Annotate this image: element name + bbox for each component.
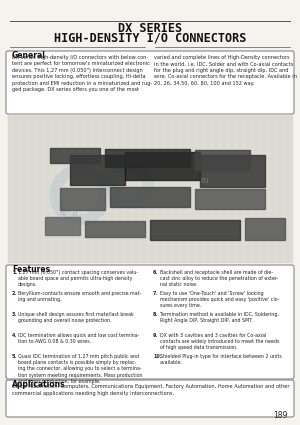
Bar <box>200 155 265 187</box>
Bar <box>70 155 125 185</box>
Text: 8.: 8. <box>153 312 158 317</box>
Text: 2.: 2. <box>12 291 17 296</box>
FancyBboxPatch shape <box>6 51 294 114</box>
Text: Office Automation, Computers, Communications Equipment, Factory Automation, Home: Office Automation, Computers, Communicat… <box>12 384 290 396</box>
Text: 7.: 7. <box>153 291 158 296</box>
Text: Beryllium-contacts ensure smooth and precise mat-
ing and unmating.: Beryllium-contacts ensure smooth and pre… <box>18 291 141 302</box>
Text: DX SERIES: DX SERIES <box>118 22 182 34</box>
Text: 1.: 1. <box>12 270 17 275</box>
Text: Applications: Applications <box>12 380 66 389</box>
Text: 189: 189 <box>274 411 288 420</box>
Bar <box>50 148 100 163</box>
Text: Features: Features <box>12 265 50 274</box>
Text: Termination method is available in IDC, Soldering,
Right Angle DIP, Straight DIP: Termination method is available in IDC, … <box>160 312 279 323</box>
Bar <box>245 218 285 240</box>
Text: Easy to use 'One-Touch' and 'Screw' locking
mechanism provides quick and easy 'p: Easy to use 'One-Touch' and 'Screw' lock… <box>160 291 280 309</box>
Text: varied and complete lines of High-Density connectors
in the world, i.e. IDC, Sol: varied and complete lines of High-Densit… <box>154 55 297 85</box>
Text: 3.: 3. <box>12 312 17 317</box>
Bar <box>110 187 190 207</box>
Text: DX series high-density I/O connectors with below con-
tent are perfect for tomor: DX series high-density I/O connectors wi… <box>12 55 152 92</box>
Text: General: General <box>12 51 46 60</box>
FancyBboxPatch shape <box>6 265 294 379</box>
Text: 9.: 9. <box>153 333 158 338</box>
Bar <box>125 152 200 180</box>
Text: э  л: э л <box>60 210 78 220</box>
Bar <box>195 150 250 170</box>
Bar <box>150 220 240 240</box>
Text: DX with 3 cavities and 3 cavities for Co-axial
contacts are widely introduced to: DX with 3 cavities and 3 cavities for Co… <box>160 333 279 350</box>
Text: Unique shell design assures first mate/last break
grounding and overall noise pr: Unique shell design assures first mate/l… <box>18 312 134 323</box>
Text: IDC termination allows quick and low cost termina-
tion to AWG 0.08 & 0.30 wires: IDC termination allows quick and low cos… <box>18 333 140 344</box>
FancyBboxPatch shape <box>6 380 294 417</box>
Text: Backshell and receptacle shell are made of die-
cast zinc alloy to reduce the pe: Backshell and receptacle shell are made … <box>160 270 278 287</box>
Bar <box>60 188 105 210</box>
Bar <box>195 189 265 209</box>
Text: 10.: 10. <box>153 354 162 359</box>
Bar <box>105 149 190 167</box>
Text: 5.: 5. <box>12 354 17 359</box>
Bar <box>85 221 145 237</box>
Bar <box>8 115 292 262</box>
Text: HIGH-DENSITY I/O CONNECTORS: HIGH-DENSITY I/O CONNECTORS <box>54 31 246 45</box>
Text: Quasi IDC termination of 1.27 mm pitch public and
board plane contacts is possib: Quasi IDC termination of 1.27 mm pitch p… <box>18 354 142 384</box>
Text: ru: ru <box>200 176 209 184</box>
Text: Shielded Plug-in type for interface between 2 units
available.: Shielded Plug-in type for interface betw… <box>160 354 282 365</box>
Text: 4.: 4. <box>12 333 17 338</box>
Bar <box>45 217 80 235</box>
Text: 1.27 mm (0.050") contact spacing conserves valu-
able board space and permits ul: 1.27 mm (0.050") contact spacing conserv… <box>18 270 138 287</box>
Text: 6.: 6. <box>153 270 158 275</box>
